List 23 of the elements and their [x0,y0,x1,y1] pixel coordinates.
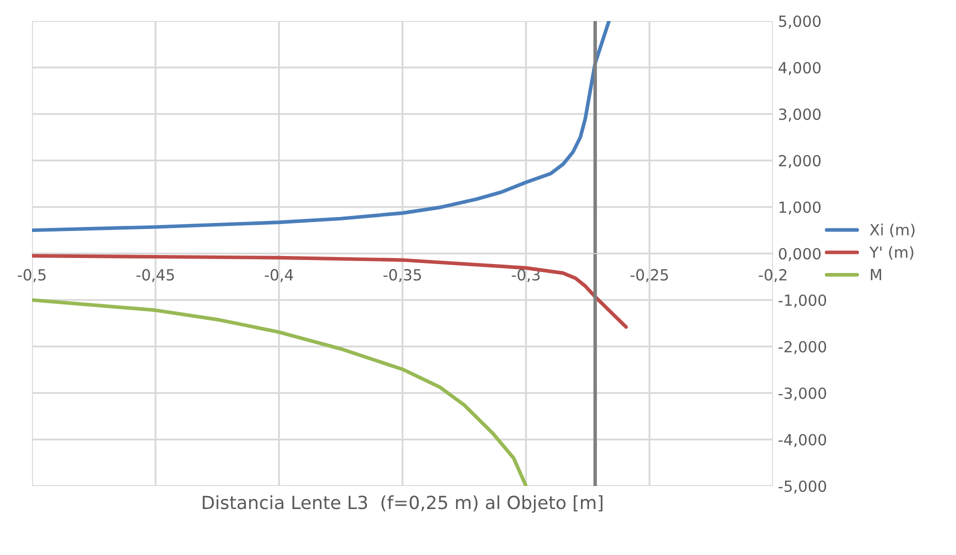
y-tick-label: -1,000 [778,294,826,308]
y-tick-label: 0,000 [778,248,821,262]
legend-label: M [870,269,882,280]
line-series [32,298,528,486]
x-axis-title: Distancia Lente L3 (f=0,25 m) al Objeto [m] [202,495,602,513]
y-tick-label: 2,000 [778,154,821,168]
x-tick-label: -0,5 [18,269,46,282]
line-series [32,21,611,232]
y-tick-label: -3,000 [778,387,826,401]
legend-label: Xi (m) [870,224,914,238]
legend-label: Y' (m) [869,246,914,260]
y-tick-label: 3,000 [779,108,821,122]
x-tick-label: -0,2 [758,269,786,282]
y-tick-label: -5,000 [778,480,826,494]
y-tick-label: 4,000 [778,62,821,76]
y-tick-label: -4,000 [778,434,826,448]
y-tick-label: 5,000 [779,15,821,29]
x-tick-label: -0,4 [264,269,294,282]
x-tick-label: -0,35 [383,269,421,282]
y-tick-label: -2,000 [778,340,826,354]
x-tick-label: -0,45 [136,269,174,282]
x-tick-label: -0,25 [630,269,668,282]
y-tick-label: 1,000 [780,201,821,215]
